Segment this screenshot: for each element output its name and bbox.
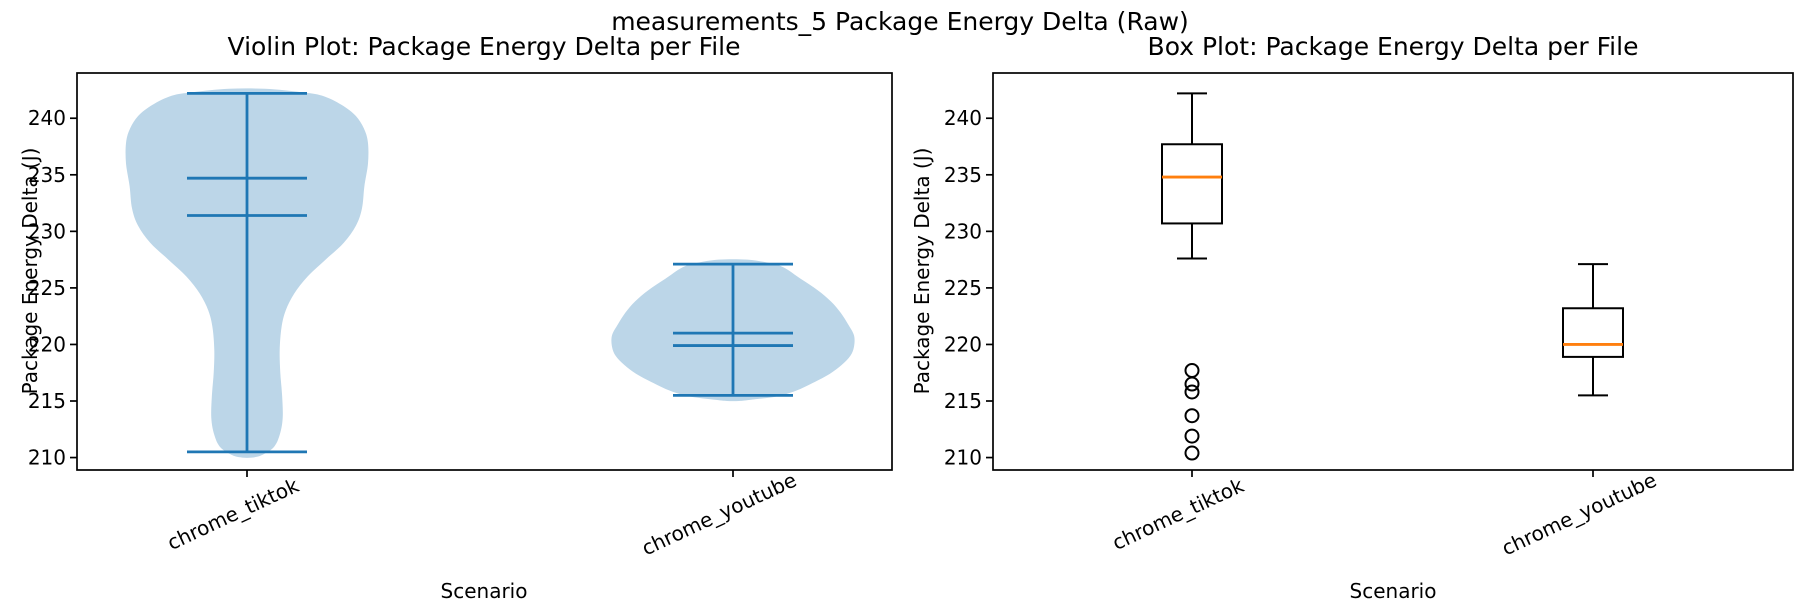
x-tick-label: chrome_tiktok [164, 473, 303, 555]
violin-plot-ylabel: Package Energy Delta (J) [18, 148, 42, 395]
y-tick-label: 235 [944, 163, 982, 187]
y-tick-label: 210 [28, 446, 66, 470]
outlier-point [1184, 428, 1200, 444]
violin-plot-area: 210 215 220 225 230 235 240 chrome_tiktok chrome… [28, 72, 893, 561]
box-plot-xlabel: Scenario [1350, 579, 1437, 600]
y-tick-label: 220 [28, 332, 66, 356]
box-plot: Box Plot: Package Energy Delta per File … [910, 32, 1794, 600]
y-tick-label: 230 [28, 219, 66, 243]
box-rect [1161, 143, 1223, 225]
y-tick-label: 210 [944, 446, 982, 470]
outlier-point [1184, 376, 1200, 392]
violin-plot-title: Violin Plot: Package Energy Delta per Fi… [228, 32, 741, 61]
box-plot-title: Box Plot: Package Energy Delta per File [1148, 32, 1639, 61]
axes-frame [76, 72, 893, 471]
figure-title: measurements_5 Package Energy Delta (Raw… [611, 7, 1189, 36]
violin-plot: Violin Plot: Package Energy Delta per Fi… [18, 32, 893, 600]
x-tick-label: chrome_youtube [638, 468, 800, 561]
violin-plot-xlabel: Scenario [441, 579, 528, 600]
y-tick-label: 215 [28, 389, 66, 413]
y-tick-label: 230 [944, 219, 982, 243]
box-plot-ylabel: Package Energy Delta (J) [910, 148, 934, 395]
axes-frame [992, 72, 1794, 471]
y-tick-label: 215 [944, 389, 982, 413]
outlier-point [1184, 408, 1200, 424]
y-tick-label: 240 [28, 106, 66, 130]
outlier-point [1184, 445, 1200, 461]
y-tick-label: 225 [28, 276, 66, 300]
y-tick-label: 225 [944, 276, 982, 300]
box-rect [1562, 307, 1624, 358]
box-plot-area: 210 215 220 225 230 235 240 chrome_tiktok chrome… [944, 72, 1794, 561]
y-tick-label: 220 [944, 332, 982, 356]
outlier-point [1184, 384, 1200, 400]
y-tick-label: 235 [28, 163, 66, 187]
x-tick-label: chrome_youtube [1498, 468, 1660, 561]
outlier-point [1184, 362, 1200, 378]
y-tick-label: 240 [944, 106, 982, 130]
x-tick-label: chrome_tiktok [1109, 473, 1248, 555]
